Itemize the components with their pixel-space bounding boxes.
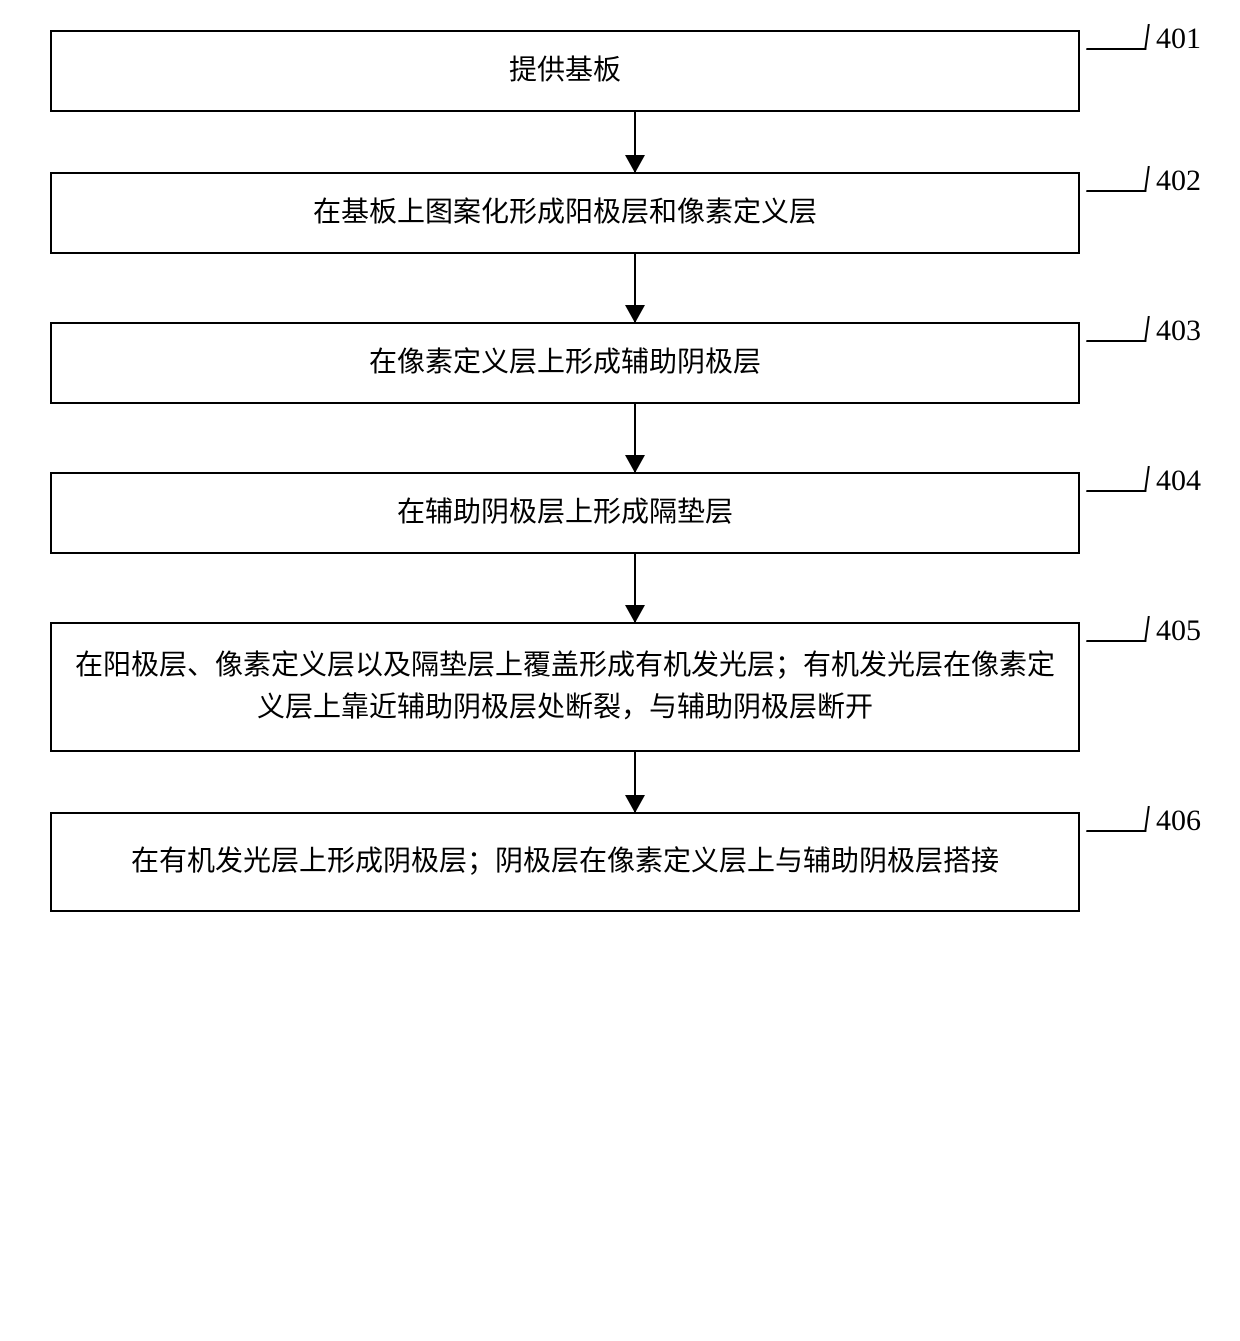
bracket-line [1086, 166, 1150, 192]
step-row-402: 在基板上图案化形成阳极层和像素定义层 402 [20, 172, 1220, 254]
step-row-401: 提供基板 401 [20, 30, 1220, 112]
step-text: 在像素定义层上形成辅助阴极层 [369, 342, 761, 384]
bracket-line [1086, 24, 1150, 50]
arrow-5 [120, 752, 1150, 812]
step-text: 在有机发光层上形成阴极层；阴极层在像素定义层上与辅助阴极层搭接 [131, 841, 999, 883]
step-label: 401 [1156, 22, 1201, 56]
step-row-404: 在辅助阴极层上形成隔垫层 404 [20, 472, 1220, 554]
arrow-4 [120, 554, 1150, 622]
step-label: 405 [1156, 614, 1201, 648]
step-box-404: 在辅助阴极层上形成隔垫层 [50, 472, 1080, 554]
step-row-405: 在阳极层、像素定义层以及隔垫层上覆盖形成有机发光层；有机发光层在像素定义层上靠近… [20, 622, 1220, 752]
step-label: 406 [1156, 804, 1201, 838]
step-label: 404 [1156, 464, 1201, 498]
step-row-403: 在像素定义层上形成辅助阴极层 403 [20, 322, 1220, 404]
bracket-line [1086, 316, 1150, 342]
step-text: 在阳极层、像素定义层以及隔垫层上覆盖形成有机发光层；有机发光层在像素定义层上靠近… [72, 645, 1058, 729]
bracket-line [1086, 806, 1150, 832]
arrow-line [634, 554, 637, 622]
arrow-line [634, 254, 637, 322]
step-box-402: 在基板上图案化形成阳极层和像素定义层 [50, 172, 1080, 254]
bracket-line [1086, 466, 1150, 492]
arrow-line [634, 112, 637, 172]
step-text: 在辅助阴极层上形成隔垫层 [397, 492, 733, 534]
arrow-2 [120, 254, 1150, 322]
step-label: 403 [1156, 314, 1201, 348]
bracket-line [1086, 616, 1150, 642]
step-box-405: 在阳极层、像素定义层以及隔垫层上覆盖形成有机发光层；有机发光层在像素定义层上靠近… [50, 622, 1080, 752]
step-label: 402 [1156, 164, 1201, 198]
label-bracket-406: 406 [1088, 812, 1201, 838]
label-bracket-401: 401 [1088, 30, 1201, 56]
label-bracket-403: 403 [1088, 322, 1201, 348]
step-text: 在基板上图案化形成阳极层和像素定义层 [313, 192, 817, 234]
step-box-401: 提供基板 [50, 30, 1080, 112]
arrow-3 [120, 404, 1150, 472]
arrow-line [634, 752, 637, 812]
arrow-1 [120, 112, 1150, 172]
label-bracket-405: 405 [1088, 622, 1201, 648]
arrow-line [634, 404, 637, 472]
step-box-403: 在像素定义层上形成辅助阴极层 [50, 322, 1080, 404]
label-bracket-404: 404 [1088, 472, 1201, 498]
step-box-406: 在有机发光层上形成阴极层；阴极层在像素定义层上与辅助阴极层搭接 [50, 812, 1080, 912]
flowchart-container: 提供基板 401 在基板上图案化形成阳极层和像素定义层 402 在像素定义层上形… [20, 30, 1220, 912]
step-row-406: 在有机发光层上形成阴极层；阴极层在像素定义层上与辅助阴极层搭接 406 [20, 812, 1220, 912]
step-text: 提供基板 [509, 50, 621, 92]
label-bracket-402: 402 [1088, 172, 1201, 198]
